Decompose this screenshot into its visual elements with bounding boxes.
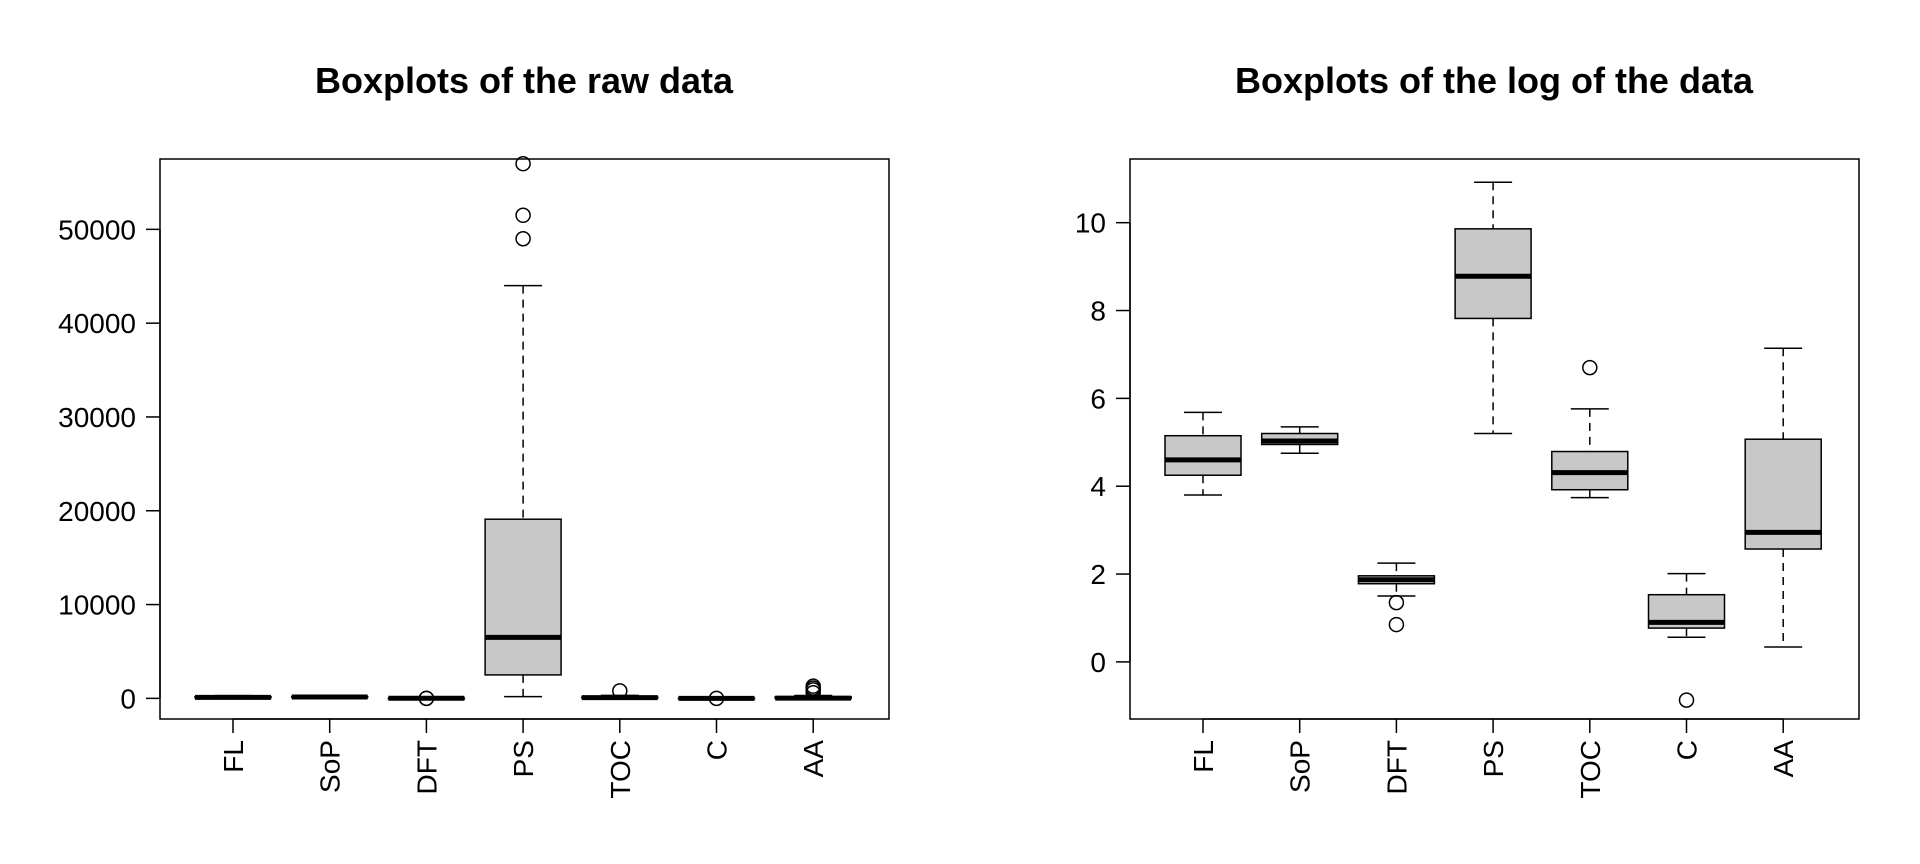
- outlier-point: [1388, 594, 1405, 611]
- log-y-tick-label: 4: [1090, 471, 1106, 502]
- raw-x-tick-label: DFT: [411, 740, 442, 794]
- log-data-panel: Boxplots of the log of the data 0246810 …: [1075, 60, 1860, 799]
- outlier-point: [612, 683, 628, 699]
- iqr-box: [484, 518, 562, 676]
- raw-box-ps: [484, 155, 562, 698]
- log-x-tick-label: DFT: [1381, 740, 1412, 794]
- outlier-point: [515, 230, 531, 247]
- log-box-aa: [1744, 347, 1822, 648]
- log-y-tick-label: 8: [1090, 296, 1106, 327]
- outlier-point: [805, 678, 821, 694]
- outlier-point: [1582, 359, 1598, 376]
- log-y-axis: 0 2 4 6 8 10: [1075, 208, 1131, 678]
- raw-x-tick-label: AA: [798, 740, 829, 778]
- log-y-tick-label: 10: [1075, 208, 1106, 239]
- raw-x-tick-label: SoP: [315, 740, 346, 793]
- outlier-point: [515, 155, 531, 172]
- log-box-c: [1647, 572, 1726, 708]
- raw-x-tick-label: C: [702, 740, 733, 760]
- raw-box-toc: [581, 683, 659, 701]
- iqr-box: [1164, 434, 1242, 476]
- log-y-tick-label: 6: [1090, 383, 1106, 414]
- outlier-point: [515, 207, 531, 224]
- raw-y-tick-label: 40000: [58, 308, 136, 339]
- raw-y-tick-label: 10000: [58, 590, 136, 621]
- log-box-ps: [1454, 181, 1532, 435]
- log-x-tick-label: FL: [1188, 740, 1219, 773]
- raw-box-dft: [387, 690, 466, 707]
- raw-x-tick-label: PS: [508, 740, 539, 777]
- raw-x-axis: FL SoP DFT PS TOC C AA: [218, 718, 829, 799]
- log-y-tick-label: 0: [1090, 647, 1106, 678]
- log-x-tick-label: TOC: [1575, 740, 1606, 799]
- log-box-toc: [1551, 359, 1629, 499]
- log-x-tick-label: PS: [1478, 740, 1509, 777]
- raw-y-tick-label: 0: [120, 683, 136, 714]
- outlier-point: [1678, 692, 1695, 708]
- outlier-point: [708, 690, 725, 707]
- raw-y-tick-label: 30000: [58, 402, 136, 433]
- raw-box-sop: [290, 694, 369, 700]
- raw-boxes: [194, 155, 852, 707]
- log-x-tick-label: AA: [1768, 740, 1799, 778]
- outlier-point: [418, 690, 435, 707]
- log-x-tick-label: C: [1672, 740, 1703, 760]
- raw-y-tick-label: 20000: [58, 496, 136, 527]
- raw-y-axis: 0 10000 20000 30000 40000 50000: [58, 214, 161, 714]
- raw-x-tick-label: TOC: [605, 740, 636, 799]
- raw-data-panel: Boxplots of the raw data 0 10000 20000 3000…: [58, 60, 890, 799]
- log-x-axis: FL SoP DFT PS TOC C AA: [1188, 718, 1799, 799]
- raw-box-c: [677, 690, 756, 707]
- log-y-tick-label: 2: [1090, 559, 1106, 590]
- raw-box-fl: [194, 694, 272, 700]
- raw-chart-title: Boxplots of the raw data: [315, 60, 734, 101]
- raw-y-tick-label: 50000: [58, 214, 136, 245]
- log-box-dft: [1357, 562, 1436, 633]
- raw-x-tick-label: FL: [218, 740, 249, 773]
- outlier-point: [1388, 616, 1405, 633]
- raw-box-aa: [774, 678, 852, 701]
- log-box-sop: [1260, 426, 1339, 455]
- log-boxes: [1164, 181, 1822, 708]
- log-x-tick-label: SoP: [1285, 740, 1316, 793]
- log-chart-title: Boxplots of the log of the data: [1235, 60, 1754, 101]
- iqr-box: [1454, 228, 1532, 320]
- log-box-fl: [1164, 411, 1242, 496]
